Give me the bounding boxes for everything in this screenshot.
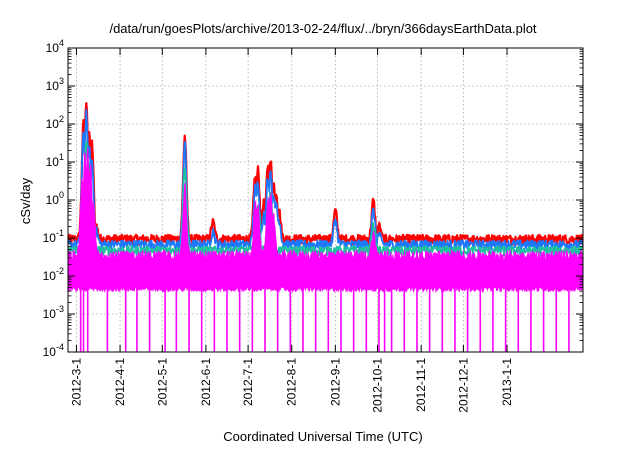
x-tick-label: 2013-1-1	[500, 358, 514, 406]
y-tick-label: 103	[46, 76, 64, 93]
chart-title: /data/run/goesPlots/archive/2013-02-24/f…	[109, 21, 536, 36]
x-tick-label: 2012-5-1	[155, 358, 169, 406]
x-tick-label: 2012-4-1	[113, 358, 127, 406]
y-tick-label: 10-3	[43, 304, 64, 321]
x-tick-label: 2012-7-1	[241, 358, 255, 406]
x-tick-label: 2012-11-1	[414, 358, 428, 412]
tick-layer: 10-4 10-3 10-2 10-1 100 101 102 103 104 2012-3-1 2…	[43, 38, 583, 413]
y-tick-label: 10-1	[43, 228, 64, 245]
series-line	[68, 108, 583, 251]
x-tick-label: 2012-10-1	[371, 358, 385, 413]
x-tick-label: 2012-3-1	[69, 358, 83, 406]
x-tick-label: 2012-12-1	[456, 358, 470, 413]
y-tick-label: 100	[46, 190, 64, 207]
x-tick-label: 2012-8-1	[285, 358, 299, 406]
y-tick-label: 104	[46, 38, 64, 55]
series-band	[68, 147, 583, 294]
x-tick-label: 2012-9-1	[328, 358, 342, 406]
x-axis-label: Coordinated Universal Time (UTC)	[223, 429, 422, 444]
y-tick-label: 102	[46, 114, 64, 131]
y-axis-label: cSv/day	[18, 177, 33, 224]
data-layer	[68, 101, 583, 352]
y-tick-label: 101	[46, 152, 64, 169]
y-tick-label: 10-2	[43, 266, 64, 283]
x-tick-label: 2012-6-1	[199, 358, 213, 406]
y-tick-label: 10-4	[43, 342, 64, 359]
